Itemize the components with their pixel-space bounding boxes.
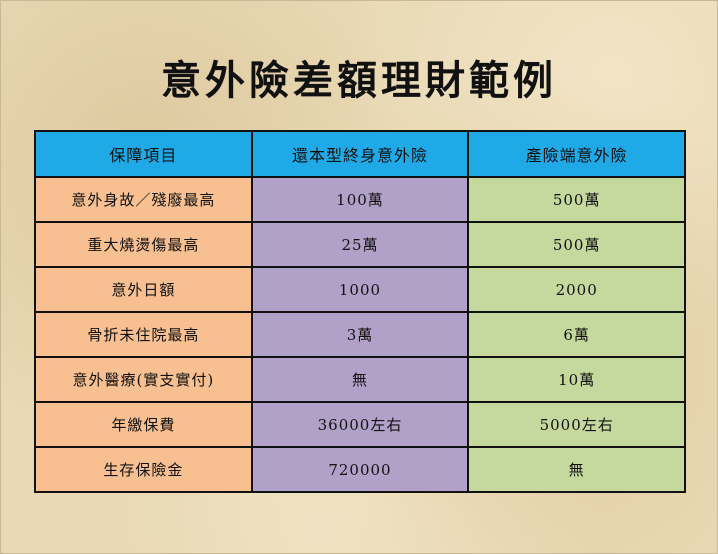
property-insurance-cell: 無 [467, 446, 686, 493]
property-insurance-cell: 500萬 [467, 176, 686, 223]
return-type-cell: 25萬 [250, 221, 470, 268]
header-cell: 產險端意外險 [467, 130, 686, 178]
return-type-cell: 1000 [250, 266, 470, 313]
header-cell: 還本型終身意外險 [250, 130, 470, 178]
return-type-cell: 3萬 [250, 311, 470, 358]
return-type-cell: 720000 [250, 446, 470, 493]
return-type-cell: 無 [250, 356, 470, 403]
property-insurance-cell: 2000 [467, 266, 686, 313]
property-insurance-cell: 10萬 [467, 356, 686, 403]
item-cell: 意外身故／殘廢最高 [34, 176, 253, 223]
table-row: 骨折未住院最高 3萬 6萬 [34, 311, 686, 358]
return-type-cell: 100萬 [250, 176, 470, 223]
item-cell: 意外日額 [34, 266, 253, 313]
item-cell: 年繳保費 [34, 401, 253, 448]
header-cell: 保障項目 [34, 130, 253, 178]
table-header-row: 保障項目 還本型終身意外險 產險端意外險 [34, 130, 686, 178]
comparison-table: 保障項目 還本型終身意外險 產險端意外險 意外身故／殘廢最高 100萬 500萬 重大… [34, 130, 686, 493]
item-cell: 意外醫療(實支實付) [34, 356, 253, 403]
table-row: 意外日額 1000 2000 [34, 266, 686, 313]
table-row: 意外身故／殘廢最高 100萬 500萬 [34, 176, 686, 223]
table-row: 重大燒燙傷最高 25萬 500萬 [34, 221, 686, 268]
slide-title: 意外險差額理財範例 [161, 57, 557, 104]
property-insurance-cell: 6萬 [467, 311, 686, 358]
property-insurance-cell: 500萬 [467, 221, 686, 268]
return-type-cell: 36000左右 [250, 401, 470, 448]
table-row: 年繳保費 36000左右 5000左右 [34, 401, 686, 448]
table-row: 生存保險金 720000 無 [34, 446, 686, 493]
item-cell: 骨折未住院最高 [34, 311, 253, 358]
property-insurance-cell: 5000左右 [467, 401, 686, 448]
item-cell: 生存保險金 [34, 446, 253, 493]
table-row: 意外醫療(實支實付) 無 10萬 [34, 356, 686, 403]
item-cell: 重大燒燙傷最高 [34, 221, 253, 268]
